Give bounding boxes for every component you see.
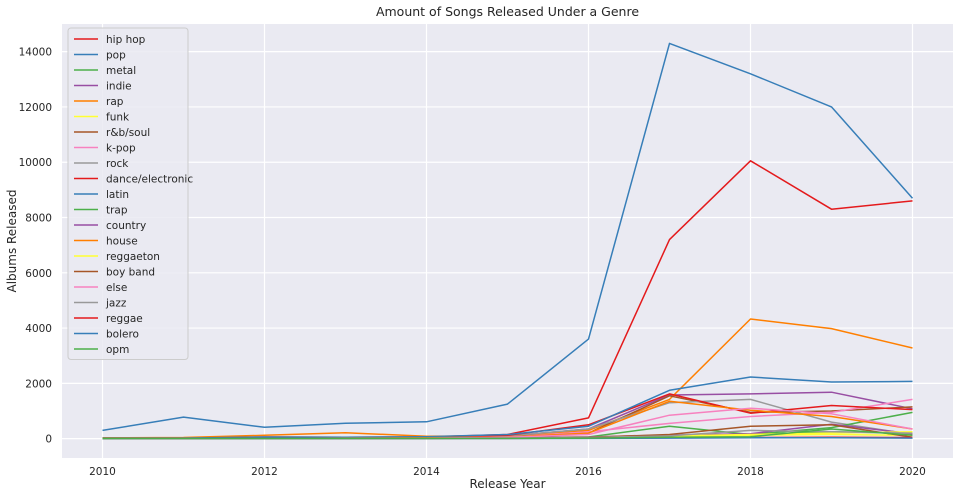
legend-entry: pop — [106, 50, 126, 62]
y-tick-label: 6000 — [25, 268, 52, 280]
legend-entry: metal — [106, 65, 136, 77]
legend-entry: house — [106, 236, 138, 248]
legend-entry: dance/electronic — [106, 174, 193, 186]
legend-entry: indie — [106, 81, 132, 93]
legend-entry: trap — [106, 205, 128, 217]
legend-entry: hip hop — [106, 34, 146, 46]
legend-entry: jazz — [105, 298, 127, 310]
legend-entry: r&b/soul — [106, 127, 150, 139]
x-tick-label: 2018 — [737, 466, 764, 478]
legend-entry: reggae — [106, 313, 143, 325]
x-tick-label: 2016 — [575, 466, 602, 478]
legend-entry: rock — [106, 158, 129, 170]
y-tick-label: 2000 — [25, 378, 52, 390]
y-tick-label: 12000 — [19, 102, 52, 114]
y-tick-label: 4000 — [25, 323, 52, 335]
legend-entry: else — [106, 282, 127, 294]
legend-entry: reggaeton — [106, 251, 160, 263]
y-axis-ticks: 0 2000 4000 6000 8000 10000 12000 14000 — [19, 47, 52, 446]
y-tick-label: 14000 — [19, 47, 52, 59]
x-axis-label: Release Year — [469, 477, 545, 491]
y-tick-label: 8000 — [25, 213, 52, 225]
series-lines — [102, 42, 914, 440]
legend: hip hop pop metal indie rap funk r&b/soul k-pop… — [67, 27, 193, 360]
x-tick-label: 2014 — [413, 466, 440, 478]
legend-entry: opm — [106, 344, 129, 356]
legend-entry: k-pop — [106, 143, 136, 155]
x-tick-label: 2010 — [89, 466, 116, 478]
x-tick-label: 2012 — [251, 466, 278, 478]
legend-entry: latin — [106, 189, 129, 201]
legend-entry: rap — [106, 96, 124, 108]
grid — [62, 24, 953, 458]
legend-entry: bolero — [106, 329, 139, 341]
x-axis-ticks: 2010 2012 2014 2016 2018 2020 — [89, 466, 926, 478]
series-line — [102, 376, 913, 439]
legend-entry: country — [106, 220, 146, 232]
y-tick-label: 0 — [45, 434, 52, 446]
series-line — [102, 42, 914, 432]
legend-entry: boy band — [106, 267, 155, 279]
series-line — [102, 428, 913, 440]
legend-entry: funk — [106, 112, 130, 124]
y-tick-label: 10000 — [19, 157, 52, 169]
x-tick-label: 2020 — [899, 466, 926, 478]
y-axis-label: Albums Released — [5, 189, 19, 292]
chart-title: Amount of Songs Released Under a Genre — [376, 4, 639, 19]
legend-box — [67, 27, 189, 360]
